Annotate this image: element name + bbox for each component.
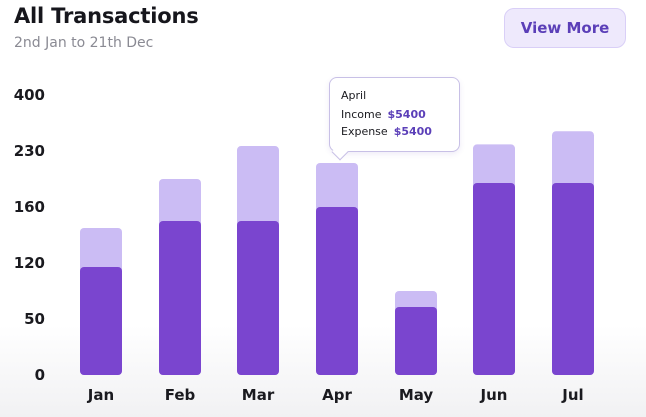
- x-tick-label: Jan: [87, 386, 114, 404]
- x-tick-label: May: [399, 386, 434, 404]
- bar-lower-apr[interactable]: [316, 207, 358, 375]
- bar-lower-jan[interactable]: [80, 267, 122, 375]
- x-tick-label: Apr: [322, 386, 352, 404]
- y-tick-label: 230: [14, 142, 45, 160]
- y-tick-label: 400: [14, 86, 45, 104]
- bars: [80, 131, 594, 375]
- bar-tooltip: April Income $5400 Expense $5400: [329, 77, 460, 161]
- x-axis: Jan Feb Mar Apr May Jun Jul: [87, 386, 584, 404]
- bar-lower-mar[interactable]: [237, 221, 279, 375]
- x-tick-label: Mar: [242, 386, 275, 404]
- bar-lower-jul[interactable]: [552, 183, 594, 375]
- y-tick-label: 50: [24, 310, 45, 328]
- y-tick-label: 160: [14, 198, 45, 216]
- y-tick-label: 120: [14, 254, 45, 272]
- view-more-button[interactable]: View More: [504, 8, 626, 48]
- bar-lower-feb[interactable]: [159, 221, 201, 375]
- x-tick-label: Feb: [165, 386, 196, 404]
- y-axis: 0 50 120 160 230 400: [14, 86, 45, 384]
- y-tick-label: 0: [35, 366, 45, 384]
- bar-lower-may[interactable]: [395, 307, 437, 375]
- page-title: All Transactions: [14, 4, 199, 28]
- x-tick-label: Jul: [561, 386, 583, 404]
- tooltip-expense-value: $5400: [393, 125, 432, 138]
- tooltip-income-row: Income $5400: [341, 108, 426, 121]
- tooltip-expense-row: Expense $5400: [341, 125, 432, 138]
- tooltip-expense-label: Expense: [341, 125, 388, 138]
- tooltip-income-label: Income: [341, 108, 382, 121]
- date-range-subtitle: 2nd Jan to 21th Dec: [14, 35, 154, 51]
- bar-lower-jun[interactable]: [473, 183, 515, 375]
- tooltip-income-value: $5400: [387, 108, 426, 121]
- x-tick-label: Jun: [480, 386, 508, 404]
- tooltip-month: April: [341, 89, 367, 102]
